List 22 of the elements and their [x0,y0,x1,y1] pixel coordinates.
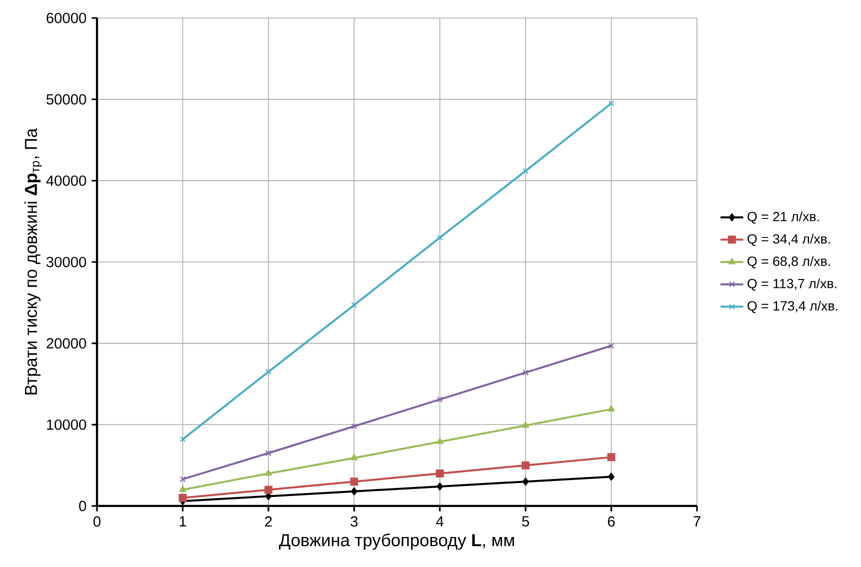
y-axis-title: Втрати тиску по довжині Δp$_{тр}$, Па [24,128,42,394]
legend-label: Q = 34,4 л/хв. [748,234,830,246]
legend-label: Q = 173,4 л/хв. [748,300,838,314]
y-tick-label: 10000 [47,419,86,430]
x-tick-label: 4 [436,516,444,526]
x-tick-label: 2 [265,516,272,527]
legend-label: Q = 21 л/хв. [748,212,819,224]
x-tick-label: 5 [522,516,530,527]
y-tick-label: 60000 [46,12,86,24]
x-tick-label: 6 [608,516,615,527]
y-tick-label: 40000 [46,175,86,186]
y-tick-label: 50000 [46,94,86,105]
x-tick-label: 0 [93,516,100,527]
x-tick-label: 7 [694,516,700,526]
x-axis-title: Довжина трубопроводу L, мм [278,533,514,550]
legend-label: Q = 113,7 л/хв. [748,278,836,291]
x-tick-label: 3 [350,516,358,527]
y-tick-label: 20000 [46,338,86,349]
y-tick-label: 30000 [46,256,86,268]
y-tick-label: 0 [79,500,86,512]
legend-label: Q = 68,8 л/хв. [748,256,830,268]
x-tick-label: 1 [180,516,186,526]
